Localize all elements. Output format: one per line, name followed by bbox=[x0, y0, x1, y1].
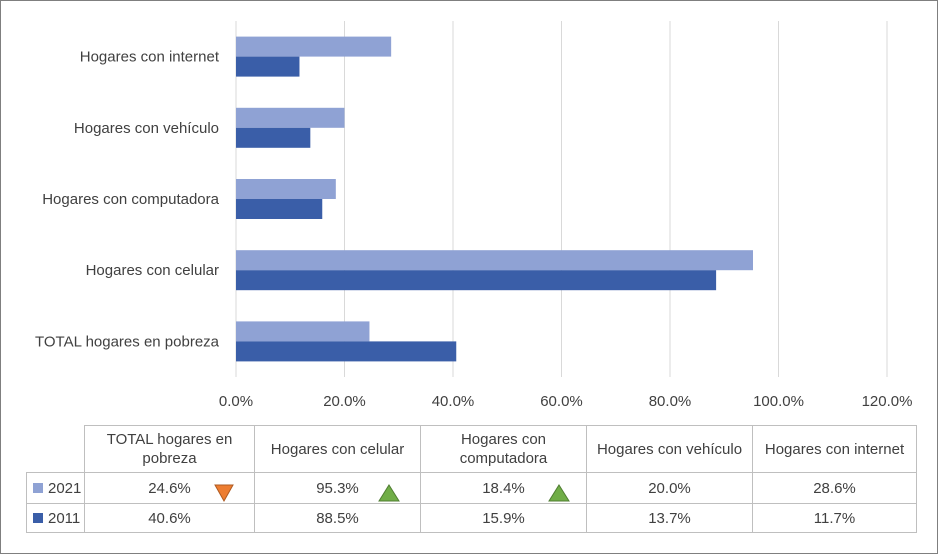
bar-2021 bbox=[236, 107, 345, 128]
bar-2011 bbox=[236, 270, 717, 291]
table-header: Hogares con celular bbox=[254, 425, 421, 473]
table-cell: 95.3% bbox=[254, 472, 421, 504]
legend-entry-2021: 2021 bbox=[26, 472, 85, 504]
bar-2011 bbox=[236, 127, 311, 148]
bar-2011 bbox=[236, 341, 457, 362]
table-cell: 88.5% bbox=[254, 503, 421, 533]
legend-label: 2021 bbox=[48, 479, 82, 497]
table-cell: 13.7% bbox=[586, 503, 753, 533]
x-tick-label: 40.0% bbox=[432, 393, 475, 410]
legend-entry-2011: 2011 bbox=[26, 503, 85, 533]
category-label: Hogares con celular bbox=[86, 262, 219, 279]
legend-label: 2011 bbox=[48, 509, 81, 527]
table-header: TOTAL hogares en pobreza bbox=[84, 425, 255, 473]
bar-2021 bbox=[236, 321, 370, 342]
x-tick-label: 120.0% bbox=[862, 393, 913, 410]
cell-value: 28.6% bbox=[813, 479, 856, 497]
legend-swatch bbox=[33, 512, 43, 523]
up-arrow-icon bbox=[378, 483, 400, 501]
table-header: Hogares con computadora bbox=[420, 425, 587, 473]
up-arrow-icon bbox=[548, 483, 570, 501]
cell-value: 95.3% bbox=[316, 479, 359, 497]
bar-2011 bbox=[236, 56, 300, 77]
cell-value: 24.6% bbox=[148, 479, 191, 497]
category-label: Hogares con vehículo bbox=[74, 120, 219, 137]
bar-2021 bbox=[236, 36, 392, 57]
bar-2011 bbox=[236, 199, 323, 219]
bar-2021 bbox=[236, 179, 336, 199]
bar-2021 bbox=[236, 250, 754, 271]
legend-swatch bbox=[33, 482, 43, 493]
x-tick-label: 0.0% bbox=[219, 393, 253, 410]
down-arrow-icon bbox=[214, 484, 234, 502]
table-row: 2011 40.6% 88.5% 15.9% 13.7% 11.7% bbox=[26, 503, 917, 533]
table-row: 2021 24.6% 95.3% 18.4% 20.0% 28.6% bbox=[26, 472, 917, 504]
table-cell: 20.0% bbox=[586, 472, 753, 504]
table-header: Hogares con vehículo bbox=[586, 425, 753, 473]
table-cell: 28.6% bbox=[752, 472, 917, 504]
table-cell: 15.9% bbox=[420, 503, 587, 533]
category-label: TOTAL hogares en pobreza bbox=[35, 333, 220, 350]
category-label: Hogares con internet bbox=[80, 49, 220, 66]
x-tick-label: 80.0% bbox=[649, 393, 692, 410]
cell-value: 20.0% bbox=[648, 479, 691, 497]
table-cell: 18.4% bbox=[420, 472, 587, 504]
table-cell: 24.6% bbox=[84, 472, 255, 504]
bar-chart: Hogares con internet Hogares con vehículo… bbox=[35, 21, 913, 410]
x-tick-label: 100.0% bbox=[753, 393, 804, 410]
cell-value: 18.4% bbox=[482, 479, 525, 497]
x-tick-label: 20.0% bbox=[323, 393, 366, 410]
table-cell: 11.7% bbox=[752, 503, 917, 533]
category-label: Hogares con computadora bbox=[42, 191, 219, 208]
x-tick-label: 60.0% bbox=[540, 393, 583, 410]
table-header-row: TOTAL hogares en pobreza Hogares con cel… bbox=[26, 425, 917, 473]
table-cell: 40.6% bbox=[84, 503, 255, 533]
table-corner bbox=[26, 425, 85, 473]
table-header: Hogares con internet bbox=[752, 425, 917, 473]
data-table: TOTAL hogares en pobreza Hogares con cel… bbox=[26, 425, 917, 533]
